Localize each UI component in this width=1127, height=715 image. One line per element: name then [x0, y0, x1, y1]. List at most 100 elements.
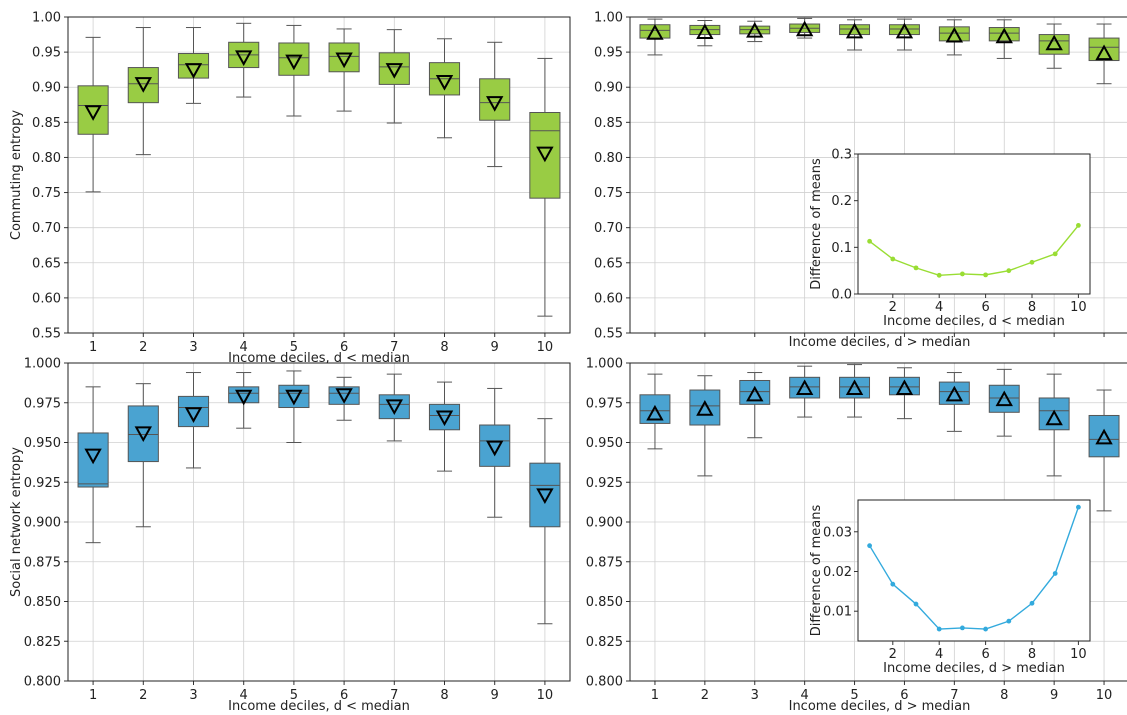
inset-x-axis-label: Income deciles, d > median — [883, 661, 1065, 676]
inset-chart: 0.0 0.1 0.2 0.3 2 4 6 8 10 Income deciles, d < me… — [809, 148, 1091, 329]
x-tick-label: 10 — [537, 688, 554, 703]
x-tick-label: 7 — [950, 688, 958, 703]
y-tick-label: 0.800 — [24, 675, 61, 690]
box-iqr — [77, 432, 109, 488]
y-tick-label: 1.000 — [586, 357, 623, 372]
y-tick-label: 0.60 — [32, 291, 61, 306]
y-tick-label: 0.825 — [586, 635, 623, 650]
mean-marker — [536, 146, 554, 163]
y-tick-label: 0.975 — [586, 396, 623, 411]
inset-y-tick-label: 0.1 — [831, 241, 852, 256]
y-tick-label: 0.85 — [594, 116, 623, 131]
inset-x-tick-label: 4 — [935, 647, 943, 662]
inset-line-series — [869, 224, 1079, 277]
mean-marker — [795, 20, 814, 37]
mean-marker — [435, 410, 454, 427]
x-tick-label: 7 — [390, 340, 398, 355]
x-tick-label: 4 — [801, 688, 809, 703]
y-tick-label: 0.850 — [586, 595, 623, 610]
box-decile-10 — [1088, 23, 1120, 85]
inset-y-tick-label: 0.3 — [831, 148, 852, 163]
y-tick-label: 0.925 — [586, 476, 623, 491]
x-tick-label: 9 — [1050, 688, 1058, 703]
inset-x-tick-label: 4 — [935, 300, 943, 315]
box-decile-6 — [328, 28, 360, 112]
x-tick-label: 2 — [701, 688, 709, 703]
y-tick-label: 1.00 — [32, 11, 61, 26]
y-tick-label: 0.825 — [24, 635, 61, 650]
x-tick-label: 6 — [900, 688, 908, 703]
box-decile-7 — [378, 373, 410, 442]
mean-marker — [995, 390, 1013, 407]
y-tick-label: 0.55 — [32, 327, 61, 342]
inset-point — [1029, 600, 1035, 606]
y-tick-label: 0.875 — [586, 555, 623, 570]
inset-y-tick-label: 0.0 — [831, 288, 852, 303]
box-decile-6 — [888, 18, 920, 51]
box-decile-3 — [177, 27, 210, 104]
y-tick-label: 0.800 — [586, 675, 623, 690]
inset-x-tick-label: 10 — [1070, 300, 1087, 315]
y-axis-label: Social network entropy — [9, 447, 24, 597]
y-tick-label: 0.900 — [586, 516, 623, 531]
mean-marker — [84, 448, 102, 465]
mean-marker — [646, 24, 664, 40]
inset-point — [936, 272, 942, 278]
inset-point — [890, 256, 896, 262]
x-tick-label: 4 — [240, 340, 248, 355]
x-tick-label: 3 — [189, 340, 197, 355]
y-tick-label: 1.000 — [24, 357, 61, 372]
inset-x-tick-label: 8 — [1028, 300, 1036, 315]
x-tick-label: 8 — [440, 340, 448, 355]
box-decile-5 — [278, 370, 310, 443]
y-tick-label: 0.75 — [32, 186, 61, 201]
box-iqr — [789, 376, 821, 399]
inset-chart: 0.01 0.02 0.03 2 4 6 8 10 Income deciles, d > me… — [809, 499, 1091, 676]
inset-point — [913, 265, 919, 271]
box-decile-2 — [127, 27, 159, 156]
mean-marker — [696, 400, 714, 416]
panel-bottom-left: 0.800 0.825 0.850 0.875 0.900 0.925 0.950 0.975… — [9, 357, 571, 714]
inset-x-tick-label: 6 — [981, 300, 989, 315]
x-axis-label: Income deciles, d > median — [789, 699, 971, 714]
x-tick-label: 5 — [290, 688, 298, 703]
mean-marker — [746, 385, 764, 402]
mean-marker — [134, 426, 152, 443]
inset-y-axis-label: Difference of means — [809, 158, 824, 290]
x-tick-label: 1 — [89, 340, 97, 355]
inset-point — [913, 601, 919, 607]
box-decile-1 — [639, 373, 671, 450]
y-tick-label: 0.900 — [24, 516, 61, 531]
x-tick-label: 6 — [340, 340, 348, 355]
box-decile-8 — [988, 19, 1020, 59]
mean-marker — [486, 440, 504, 457]
inset-point — [1076, 504, 1081, 510]
x-tick-label: 7 — [390, 688, 398, 703]
box-iqr — [328, 386, 360, 405]
mean-marker — [335, 388, 353, 404]
box-decile-4 — [228, 372, 260, 429]
mean-marker — [335, 52, 353, 69]
inset-y-tick-label: 0.02 — [823, 565, 852, 580]
x-tick-label: 1 — [651, 688, 659, 703]
box-decile-7 — [938, 19, 970, 56]
mean-marker — [486, 96, 504, 112]
box-iqr — [739, 379, 771, 405]
box-iqr — [278, 42, 310, 76]
y-tick-label: 0.70 — [32, 221, 61, 236]
box-decile-4 — [789, 17, 821, 39]
mean-marker — [385, 63, 403, 79]
x-axis-label: Income deciles, d < median — [228, 351, 410, 366]
x-tick-label: 3 — [751, 688, 759, 703]
box-decile-9 — [479, 41, 511, 168]
box-decile-1 — [77, 36, 109, 193]
box-iqr — [228, 386, 260, 404]
box-decile-10 — [529, 57, 561, 317]
y-tick-label: 0.75 — [594, 186, 623, 201]
x-axis-label: Income deciles, d < median — [228, 699, 410, 714]
box-iqr — [479, 78, 511, 121]
panel-top-right: 0.55 0.60 0.65 0.70 0.75 0.80 0.85 0.90 0.95 1.00… — [594, 11, 1127, 350]
box-iqr — [378, 52, 410, 85]
inset-x-tick-label: 10 — [1070, 647, 1087, 662]
